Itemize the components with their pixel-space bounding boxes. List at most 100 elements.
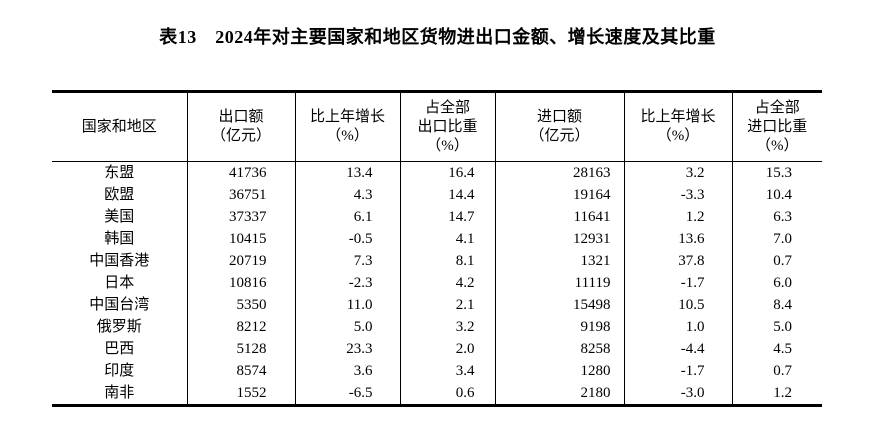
cell-import-growth: 3.2: [624, 161, 733, 184]
cell-import-share: 15.3: [765, 165, 792, 181]
table-row: 中国香港 20719 7.3 8.1 1321 37.8 0.7: [52, 250, 822, 272]
cell-import-share: 0.7: [773, 363, 792, 379]
cell-region: 东盟: [52, 161, 188, 184]
table-row: 中国台湾 5350 11.0 2.1 15498 10.5 8.4: [52, 294, 822, 316]
cell-region: 印度: [52, 360, 188, 382]
cell-export-growth: 6.1: [295, 206, 401, 228]
cell-import-growth: -3.0: [624, 382, 733, 406]
cell-import-value: 15498: [495, 294, 625, 316]
cell-export-share: 14.7: [400, 206, 496, 228]
cell-export-share: 8.1: [400, 250, 496, 272]
cell-import-growth: -1.7: [624, 360, 733, 382]
col-header-export-growth: 比上年增长 （%）: [295, 91, 401, 162]
cell-export-growth: -2.3: [295, 272, 401, 294]
cell-import-value: 1280: [495, 360, 625, 382]
table-row: 俄罗斯 8212 5.0 3.2 9198 1.0 5.0: [52, 316, 822, 338]
cell-import-value: 8258: [495, 338, 625, 360]
cell-export-growth: -0.5: [295, 228, 401, 250]
cell-export-growth: -6.5: [295, 382, 401, 406]
cell-import-share: 8.4: [773, 297, 792, 313]
cell-import-value: 28163: [495, 161, 625, 184]
table-row: 韩国 10415 -0.5 4.1 12931 13.6 7.0: [52, 228, 822, 250]
cell-import-share: 1.2: [773, 385, 792, 401]
cell-export-share: 4.1: [400, 228, 496, 250]
cell-export-share: 16.4: [400, 161, 496, 184]
cell-import-value: 19164: [495, 184, 625, 206]
cell-export-value: 37337: [187, 206, 296, 228]
cell-region: 日本: [52, 272, 188, 294]
cell-export-value: 8574: [187, 360, 296, 382]
cell-import-share: 10.4: [765, 187, 792, 203]
trade-table: 国家和地区 出口额 （亿元） 比上年增长 （%） 占全部 出口比重 （%） 进口额 （亿元） 比上年…: [52, 90, 822, 407]
cell-region: 巴西: [52, 338, 188, 360]
table-row: 美国 37337 6.1 14.7 11641 1.2 6.3: [52, 206, 822, 228]
cell-import-growth: 10.5: [624, 294, 733, 316]
cell-export-growth: 11.0: [295, 294, 401, 316]
cell-export-growth: 7.3: [295, 250, 401, 272]
table-row: 南非 1552 -6.5 0.6 2180 -3.0 1.2: [52, 382, 822, 406]
cell-export-share: 3.2: [400, 316, 496, 338]
table-row: 日本 10816 -2.3 4.2 11119 -1.7 6.0: [52, 272, 822, 294]
cell-export-growth: 5.0: [295, 316, 401, 338]
cell-export-growth: 3.6: [295, 360, 401, 382]
cell-import-growth: -3.3: [624, 184, 733, 206]
table-row: 巴西 5128 23.3 2.0 8258 -4.4 4.5: [52, 338, 822, 360]
cell-export-value: 5128: [187, 338, 296, 360]
cell-export-growth: 23.3: [295, 338, 401, 360]
col-header-import-value: 进口额 （亿元）: [495, 91, 625, 162]
table-body: 东盟 41736 13.4 16.4 28163 3.2 15.3 欧盟 36751 4.3 14.…: [52, 161, 822, 406]
cell-import-growth: -4.4: [624, 338, 733, 360]
table-title: 表13 2024年对主要国家和地区货物进出口金额、增长速度及其比重: [159, 27, 716, 47]
cell-region: 南非: [52, 382, 188, 406]
cell-import-growth: 37.8: [624, 250, 733, 272]
cell-region: 美国: [52, 206, 188, 228]
cell-import-share: 7.0: [773, 231, 792, 247]
cell-import-share: 6.3: [773, 209, 792, 225]
cell-export-value: 8212: [187, 316, 296, 338]
col-header-export-share: 占全部 出口比重 （%）: [400, 91, 496, 162]
cell-import-value: 9198: [495, 316, 625, 338]
cell-import-share: 4.5: [773, 341, 792, 357]
cell-export-value: 10816: [187, 272, 296, 294]
cell-import-growth: -1.7: [624, 272, 733, 294]
col-header-import-growth: 比上年增长 （%）: [624, 91, 733, 162]
table-row: 印度 8574 3.6 3.4 1280 -1.7 0.7: [52, 360, 822, 382]
col-header-import-share: 占全部 进口比重 （%）: [732, 91, 822, 162]
table-row: 东盟 41736 13.4 16.4 28163 3.2 15.3: [52, 161, 822, 184]
cell-import-value: 11119: [495, 272, 625, 294]
cell-import-growth: 1.2: [624, 206, 733, 228]
cell-import-value: 2180: [495, 382, 625, 406]
cell-export-growth: 13.4: [295, 161, 401, 184]
table-row: 欧盟 36751 4.3 14.4 19164 -3.3 10.4: [52, 184, 822, 206]
cell-export-value: 41736: [187, 161, 296, 184]
cell-region: 中国香港: [52, 250, 188, 272]
cell-import-share: 0.7: [773, 253, 792, 269]
cell-export-share: 0.6: [400, 382, 496, 406]
header-row: 国家和地区 出口额 （亿元） 比上年增长 （%） 占全部 出口比重 （%） 进口额 （亿元） 比上年…: [52, 91, 822, 162]
cell-export-value: 1552: [187, 382, 296, 406]
cell-export-share: 4.2: [400, 272, 496, 294]
cell-export-share: 2.0: [400, 338, 496, 360]
cell-export-value: 10415: [187, 228, 296, 250]
cell-import-share: 6.0: [773, 275, 792, 291]
cell-region: 韩国: [52, 228, 188, 250]
col-header-export-value: 出口额 （亿元）: [187, 91, 296, 162]
col-header-region: 国家和地区: [52, 91, 188, 162]
cell-region: 中国台湾: [52, 294, 188, 316]
cell-export-growth: 4.3: [295, 184, 401, 206]
cell-export-share: 3.4: [400, 360, 496, 382]
cell-export-value: 36751: [187, 184, 296, 206]
cell-import-growth: 13.6: [624, 228, 733, 250]
cell-export-share: 14.4: [400, 184, 496, 206]
cell-export-share: 2.1: [400, 294, 496, 316]
cell-region: 俄罗斯: [52, 316, 188, 338]
cell-import-share: 5.0: [773, 319, 792, 335]
cell-export-value: 5350: [187, 294, 296, 316]
cell-export-value: 20719: [187, 250, 296, 272]
cell-import-value: 11641: [495, 206, 625, 228]
cell-region: 欧盟: [52, 184, 188, 206]
cell-import-growth: 1.0: [624, 316, 733, 338]
cell-import-value: 1321: [495, 250, 625, 272]
cell-import-value: 12931: [495, 228, 625, 250]
